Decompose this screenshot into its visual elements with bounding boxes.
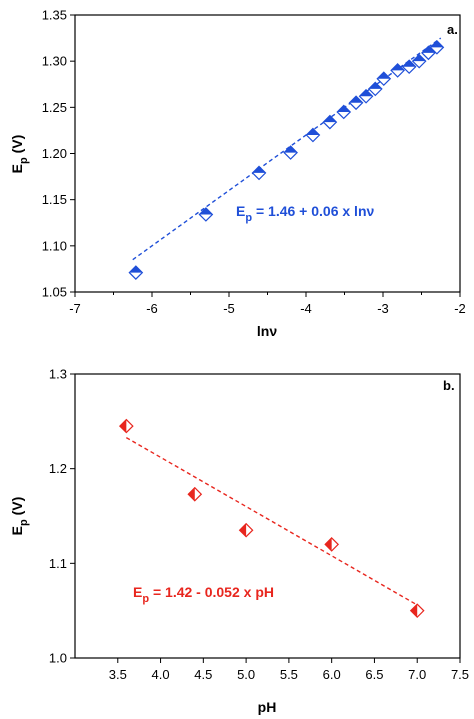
data-point — [409, 603, 425, 619]
data-point — [358, 88, 374, 104]
y-axis-label: Ep (V) — [9, 497, 30, 536]
y-tick-label: 1.1 — [49, 556, 67, 571]
x-tick-label: -6 — [146, 301, 158, 316]
x-axis-label: pH — [258, 699, 277, 715]
data-point — [187, 486, 203, 502]
data-point — [238, 522, 254, 538]
data-point — [429, 39, 445, 55]
fit-line — [125, 437, 418, 606]
data-point — [367, 81, 383, 97]
y-tick-label: 1.15 — [42, 192, 67, 207]
y-tick-label: 1.3 — [49, 367, 67, 382]
x-tick-label: 4.0 — [152, 667, 170, 682]
data-point — [401, 59, 417, 75]
y-tick-label: 1.35 — [42, 8, 67, 23]
panel-label: a. — [447, 22, 458, 37]
chart-panel-b: 3.5 4.0 4.5 5.0 5.5 6.0 6.5 7.0 7.5 1.0 1.1 1.2 1.3 p… — [9, 367, 469, 716]
x-tick-label: -5 — [223, 301, 235, 316]
x-tick-label: -2 — [454, 301, 466, 316]
fit-line — [132, 37, 442, 261]
y-tick-label: 1.20 — [42, 146, 67, 161]
x-tick-label: -7 — [69, 301, 81, 316]
data-point — [390, 63, 405, 78]
fit-equation: Ep = 1.42 - 0.052 x pH — [133, 584, 274, 605]
data-point — [128, 265, 144, 280]
data-point — [198, 207, 214, 222]
plot-frame — [74, 14, 461, 293]
data-point — [376, 71, 392, 87]
y-tick-label: 1.30 — [42, 54, 67, 69]
data-point — [336, 104, 352, 120]
y-tick-label: 1.25 — [42, 100, 67, 115]
panel-label: b. — [443, 378, 455, 393]
x-tick-label: -4 — [300, 301, 312, 316]
x-tick-label: 7.0 — [408, 667, 426, 682]
data-point — [251, 165, 267, 181]
data-point — [118, 418, 134, 434]
x-axis-label: lnν — [257, 323, 277, 339]
data-point — [411, 53, 427, 69]
x-tick-label: 4.5 — [194, 667, 212, 682]
y-tick-label: 1.2 — [49, 461, 67, 476]
data-point — [283, 145, 298, 160]
y-tick-label: 1.05 — [42, 285, 67, 300]
x-tick-label: 7.5 — [451, 667, 469, 682]
data-point — [324, 537, 340, 552]
data-point — [421, 45, 436, 61]
x-tick-label: 6.5 — [365, 667, 383, 682]
data-point — [305, 127, 321, 143]
y-tick-label: 1.0 — [49, 651, 67, 666]
fit-equation: Ep = 1.46 + 0.06 x lnν — [236, 203, 374, 224]
x-tick-label: 3.5 — [109, 667, 127, 682]
plot-frame — [74, 373, 461, 659]
x-tick-label: -3 — [377, 301, 389, 316]
x-tick-label: 5.0 — [237, 667, 255, 682]
data-point — [348, 95, 364, 111]
data-point — [322, 114, 338, 130]
x-tick-label: 6.0 — [323, 667, 341, 682]
chart-panel-a: -7 -6 -5 -4 -3 -2 1.05 1.10 1.15 1.20 1.25 1.30 1.35… — [9, 8, 466, 340]
y-axis-label: Ep (V) — [9, 135, 30, 174]
x-tick-label: 5.5 — [280, 667, 298, 682]
y-tick-label: 1.10 — [42, 238, 67, 253]
